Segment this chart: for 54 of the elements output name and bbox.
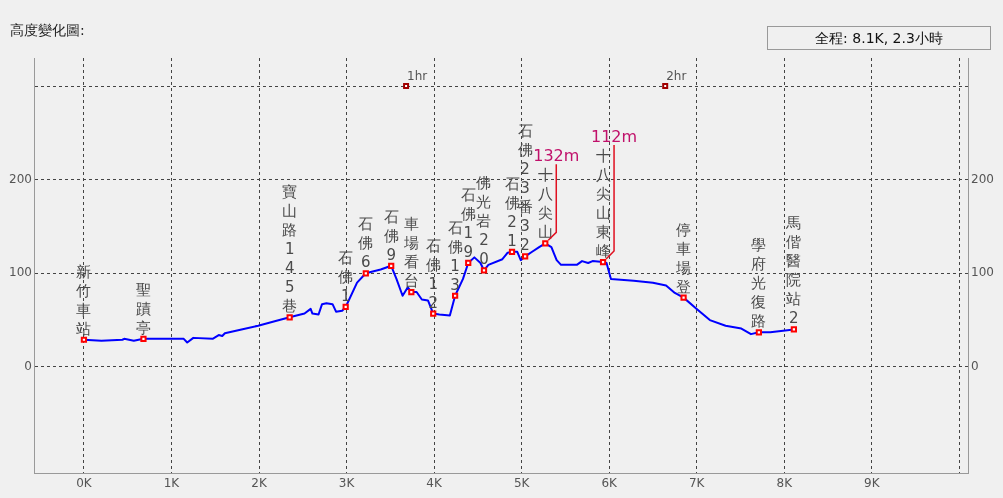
point — [680, 294, 687, 301]
point — [599, 258, 607, 266]
point — [508, 248, 516, 255]
x-tick-label: 2K — [251, 475, 268, 490]
point — [80, 336, 88, 343]
data-label: 新竹車站 — [76, 262, 92, 338]
annotation: 112m — [590, 127, 638, 147]
data-label: 石佛13 — [447, 218, 463, 294]
point — [286, 314, 293, 321]
x-tick-label: 8K — [776, 475, 794, 490]
annotation: 1hr — [407, 69, 428, 84]
x-tick-label: 6K — [601, 475, 619, 490]
x-tick-label: 3K — [338, 475, 356, 490]
text: 全程: 8.1K, 2.3小時 — [767, 26, 991, 50]
y-tick-label: 0 — [24, 359, 32, 374]
point — [451, 292, 459, 299]
data-label: 學府光復路 — [751, 236, 767, 331]
point — [790, 326, 798, 333]
data-label: 寶山路145巷 — [282, 183, 298, 316]
point — [408, 288, 415, 296]
y2-tick-label: 0 — [971, 359, 979, 374]
data-label: 車場看台 — [402, 215, 419, 291]
data-label: 石佛6 — [358, 215, 374, 272]
point — [430, 310, 437, 317]
point — [542, 240, 549, 247]
point — [522, 253, 529, 260]
data-label: 十八尖山東峰 — [595, 147, 611, 261]
y-tick-label: 100 — [9, 265, 32, 280]
y2-tick-label: 100 — [971, 265, 994, 280]
data-label: 石佛9 — [383, 207, 399, 264]
y2-tick-label: 200 — [971, 171, 994, 186]
x-tick-label: 9K — [864, 475, 881, 490]
point — [140, 335, 147, 342]
point — [388, 262, 395, 269]
x-tick-label: 5K — [513, 475, 531, 490]
x-tick-label: 1K — [163, 475, 181, 490]
data-label: 馬偕醫院站2 — [785, 214, 802, 328]
point — [480, 267, 488, 274]
data-label: 佛光岩20 — [476, 174, 492, 269]
point — [362, 270, 369, 277]
data-label: 聖蹟亭 — [135, 280, 151, 337]
point — [342, 303, 349, 311]
annotation: 2hr — [666, 69, 687, 84]
x-tick-label: 0K — [76, 475, 93, 490]
x-tick-label: 4K — [426, 475, 443, 490]
data-label: 停車場登 — [675, 220, 692, 296]
annotation: 132m — [533, 146, 580, 166]
data-label: 石佛21 — [504, 174, 520, 250]
point — [755, 329, 762, 336]
y-tick-label: 200 — [9, 171, 32, 186]
point — [465, 259, 472, 267]
x-tick-label: 7K — [688, 475, 706, 490]
data-label: 十八尖山 — [537, 166, 553, 242]
chart-title: 高度變化圖: — [10, 22, 85, 40]
